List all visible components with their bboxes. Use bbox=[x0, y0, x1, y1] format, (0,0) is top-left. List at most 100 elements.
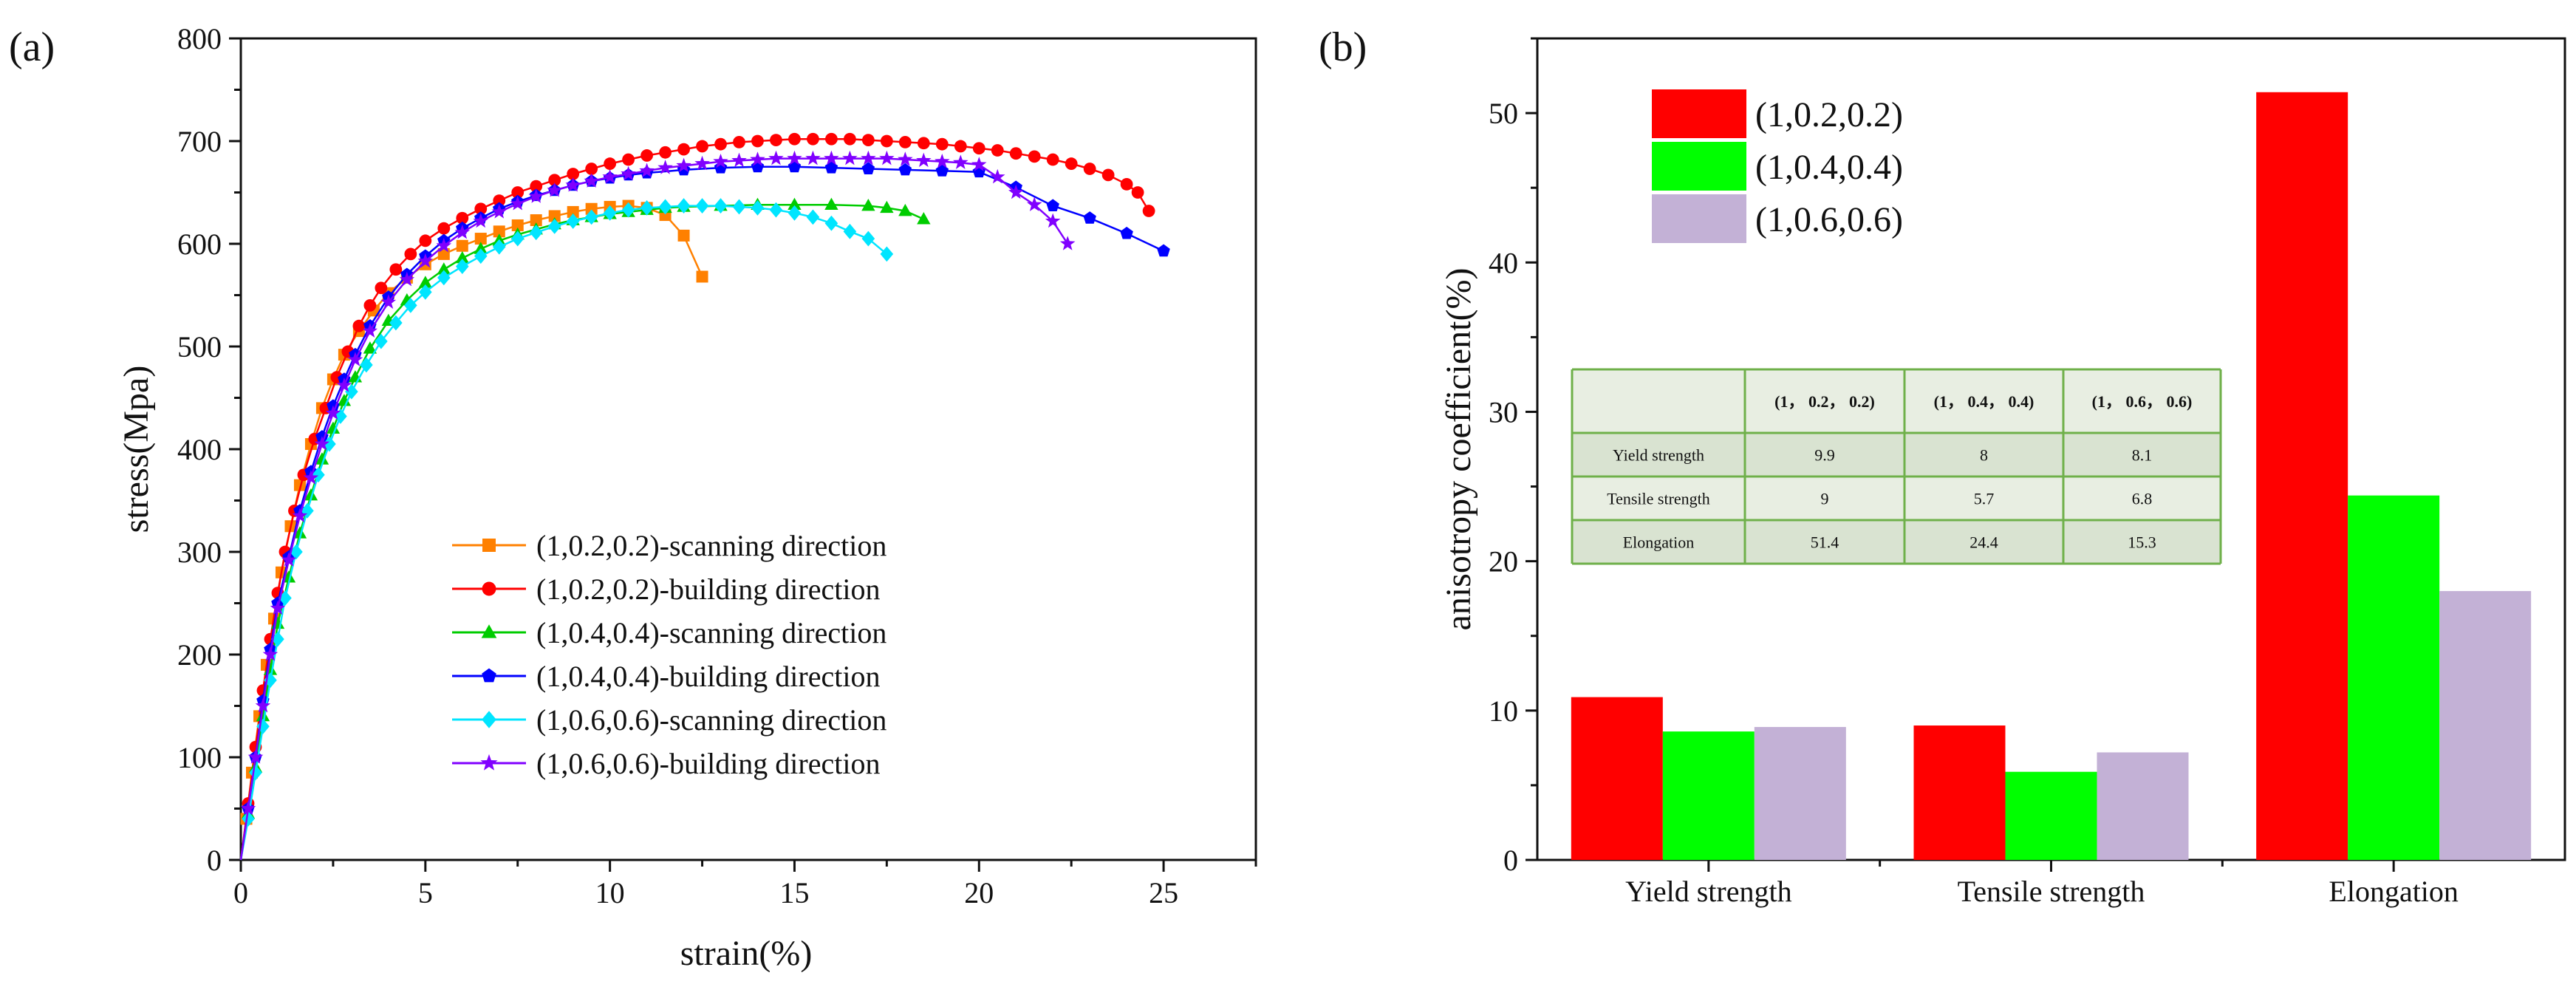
data-point bbox=[953, 154, 968, 169]
data-point bbox=[566, 214, 580, 229]
data-point bbox=[292, 508, 308, 523]
legend-label: (1,0.4,0.4)-scanning direction bbox=[536, 616, 886, 649]
table-row-bg bbox=[1572, 369, 2221, 433]
plot-a-xlabel: strain(%) bbox=[680, 934, 813, 973]
data-point bbox=[585, 163, 598, 175]
data-point bbox=[696, 270, 708, 283]
data-point bbox=[714, 198, 728, 214]
data-point bbox=[325, 405, 341, 420]
legend-label: (1,0.6,0.6) bbox=[1755, 200, 1903, 239]
category-label: Tensile strength bbox=[1958, 875, 2145, 908]
data-point bbox=[694, 155, 710, 171]
table-header: (1， 0.6， 0.6) bbox=[2092, 392, 2193, 411]
y-tick-label: 200 bbox=[177, 638, 222, 672]
legend-label: (1,0.6,0.6)-building direction bbox=[536, 747, 880, 780]
data-point bbox=[1045, 213, 1061, 228]
y-tick-label: 40 bbox=[1489, 246, 1518, 279]
data-point bbox=[751, 134, 764, 148]
data-point bbox=[1009, 147, 1022, 160]
data-point bbox=[249, 765, 262, 781]
data-point bbox=[917, 212, 931, 225]
data-point bbox=[389, 315, 403, 331]
x-tick-label: 25 bbox=[1149, 876, 1178, 909]
y-tick-label: 700 bbox=[177, 125, 222, 158]
data-point bbox=[474, 248, 488, 264]
data-point bbox=[805, 150, 821, 165]
data-point bbox=[935, 154, 950, 168]
legend-label: (1,0.2,0.2)-scanning direction bbox=[536, 529, 886, 562]
data-point bbox=[262, 646, 279, 661]
series-line bbox=[239, 157, 1069, 861]
data-point bbox=[991, 144, 1004, 157]
data-point bbox=[733, 135, 745, 148]
plot-a-series bbox=[239, 132, 1170, 861]
data-point bbox=[404, 247, 417, 261]
plot-b-ylabel: anisotropy coefficient(%) bbox=[1439, 268, 1478, 631]
data-point bbox=[768, 150, 784, 165]
anisotropy-table: (1， 0.2， 0.2) (1， 0.4， 0.4) (1， 0.6， 0.6) Y… bbox=[1571, 368, 2222, 565]
legend-marker bbox=[481, 624, 497, 638]
bar bbox=[2348, 495, 2440, 860]
data-point bbox=[788, 132, 801, 146]
data-point bbox=[264, 672, 277, 689]
bar bbox=[1662, 731, 1755, 860]
y-tick-label: 800 bbox=[177, 22, 222, 55]
y-tick-label: 50 bbox=[1489, 97, 1518, 130]
data-point bbox=[1065, 157, 1078, 170]
data-point bbox=[347, 352, 363, 366]
table-cell: 9 bbox=[1821, 490, 1829, 508]
data-point bbox=[917, 137, 930, 150]
data-point bbox=[843, 223, 857, 239]
data-point bbox=[658, 199, 672, 215]
plot-b-bars bbox=[1571, 92, 2532, 861]
bar bbox=[2097, 752, 2189, 860]
data-point bbox=[769, 202, 783, 218]
data-point bbox=[363, 299, 377, 312]
data-point bbox=[1083, 163, 1096, 175]
line-chart-panel-a: (a) 0 5 10 15 20 250100200300400500600700800 … bbox=[9, 22, 1257, 973]
data-point bbox=[677, 143, 690, 156]
bar bbox=[2439, 591, 2532, 860]
data-point bbox=[972, 142, 985, 155]
data-point bbox=[584, 209, 598, 225]
data-point bbox=[511, 219, 524, 231]
data-point bbox=[455, 250, 469, 264]
data-point bbox=[1083, 211, 1096, 224]
data-point bbox=[824, 197, 838, 210]
data-point bbox=[861, 150, 876, 165]
data-point bbox=[713, 154, 728, 168]
data-point bbox=[861, 198, 875, 211]
data-point bbox=[304, 488, 318, 501]
data-point bbox=[676, 157, 691, 173]
data-point bbox=[1131, 186, 1144, 199]
legend-label: (1,0.2,0.2) bbox=[1755, 95, 1903, 134]
data-point bbox=[584, 173, 599, 188]
data-point bbox=[1059, 236, 1076, 250]
data-point bbox=[293, 526, 307, 539]
bar bbox=[1571, 697, 1663, 860]
y-tick-label: 20 bbox=[1489, 545, 1518, 578]
data-point bbox=[844, 132, 856, 146]
data-point bbox=[695, 198, 709, 214]
y-tick-label: 100 bbox=[177, 741, 222, 774]
data-point bbox=[255, 697, 271, 713]
data-point bbox=[880, 134, 893, 148]
table-cell: 24.4 bbox=[1969, 533, 1998, 552]
table-cell: 5.7 bbox=[1974, 490, 1995, 508]
y-tick-label: 400 bbox=[177, 433, 222, 466]
legend-item: (1,0.4,0.4)-scanning direction bbox=[452, 616, 886, 649]
data-point bbox=[604, 157, 617, 170]
table-cell: Tensile strength bbox=[1607, 490, 1710, 508]
data-point bbox=[548, 210, 561, 222]
data-point bbox=[621, 165, 636, 181]
data-point bbox=[363, 341, 377, 354]
data-point bbox=[1026, 197, 1042, 211]
data-point bbox=[336, 378, 352, 392]
data-point bbox=[696, 140, 708, 153]
data-point bbox=[602, 168, 618, 184]
data-point bbox=[639, 163, 655, 177]
bar bbox=[2256, 92, 2348, 861]
data-point bbox=[256, 708, 270, 722]
data-point bbox=[567, 168, 580, 180]
